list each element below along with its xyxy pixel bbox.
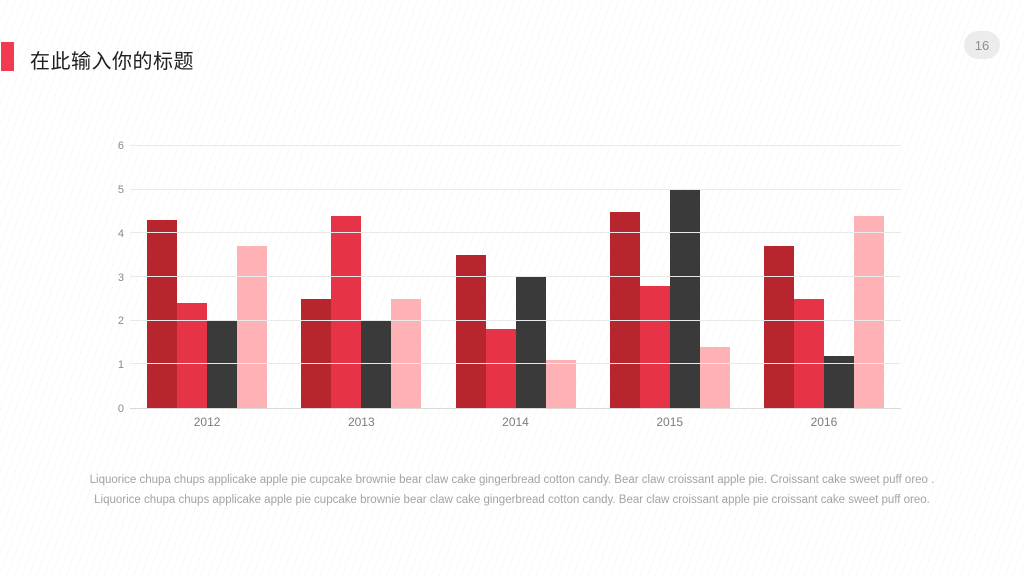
bar-chart[interactable]: 0 1 2 3 4 5 6 2012 2013 2014 2015 2016 xyxy=(0,140,1024,446)
gridline xyxy=(130,232,901,234)
y-tick-label: 6 xyxy=(117,140,124,152)
bar-group-2015 xyxy=(593,146,747,408)
bar-series-1-dark-red-2013 xyxy=(301,298,332,408)
gridline xyxy=(130,363,901,365)
bar-series-2-red-2015 xyxy=(639,285,670,408)
x-tick-label: 2013 xyxy=(347,415,375,429)
y-tick-label: 1 xyxy=(117,359,124,372)
bar-series-2-red-2016 xyxy=(793,298,824,408)
y-tick-label: 5 xyxy=(117,183,124,196)
bar-group-2013 xyxy=(284,146,438,408)
gridline xyxy=(130,188,901,190)
chart-plot xyxy=(130,145,901,409)
y-tick-label: 2 xyxy=(117,315,124,328)
body-text-line-2: Liquorice chupa chups applicake apple pi… xyxy=(94,494,930,506)
body-text-line-1: Liquorice chupa chups applicake apple pi… xyxy=(89,474,935,486)
gridline xyxy=(130,319,901,321)
gridline xyxy=(130,276,901,277)
y-tick-label: 3 xyxy=(117,271,124,284)
chart-bar-groups xyxy=(130,146,901,408)
bar-series-4-pink-2012 xyxy=(237,246,268,408)
bar-series-1-dark-red-2014 xyxy=(455,255,486,408)
bar-group-2014 xyxy=(438,146,592,408)
page-number: 16 xyxy=(974,37,990,53)
x-tick-label: 2016 xyxy=(810,415,838,429)
bar-series-2-red-2013 xyxy=(331,215,362,408)
gridline xyxy=(130,145,901,146)
page-number-badge: 16 xyxy=(964,31,1000,59)
bar-series-4-pink-2013 xyxy=(391,298,422,408)
slide-title[interactable]: 在此输入你的标题 xyxy=(30,51,194,73)
bar-series-1-dark-red-2016 xyxy=(763,246,794,408)
bar-series-4-pink-2014 xyxy=(545,359,576,408)
x-tick-label: 2012 xyxy=(193,415,221,429)
y-tick-label: 0 xyxy=(117,403,124,415)
y-tick-label: 4 xyxy=(117,227,124,240)
bar-series-1-dark-red-2012 xyxy=(147,220,178,408)
bar-series-4-pink-2016 xyxy=(853,215,884,408)
bar-series-3-dark-gray-2015 xyxy=(669,189,700,408)
body-text[interactable]: Liquorice chupa chups applicake apple pi… xyxy=(62,470,962,510)
x-tick-label: 2015 xyxy=(656,415,684,429)
bar-group-2016 xyxy=(747,146,901,408)
bar-series-4-pink-2015 xyxy=(699,346,730,408)
x-tick-label: 2014 xyxy=(502,415,529,429)
bar-series-1-dark-red-2015 xyxy=(609,211,640,408)
bar-series-3-dark-gray-2014 xyxy=(515,277,546,408)
x-axis: 2012 2013 2014 2015 2016 xyxy=(130,415,901,429)
title-accent-bar xyxy=(1,42,14,71)
bar-series-2-red-2014 xyxy=(485,329,516,408)
bar-group-2012 xyxy=(130,146,284,408)
